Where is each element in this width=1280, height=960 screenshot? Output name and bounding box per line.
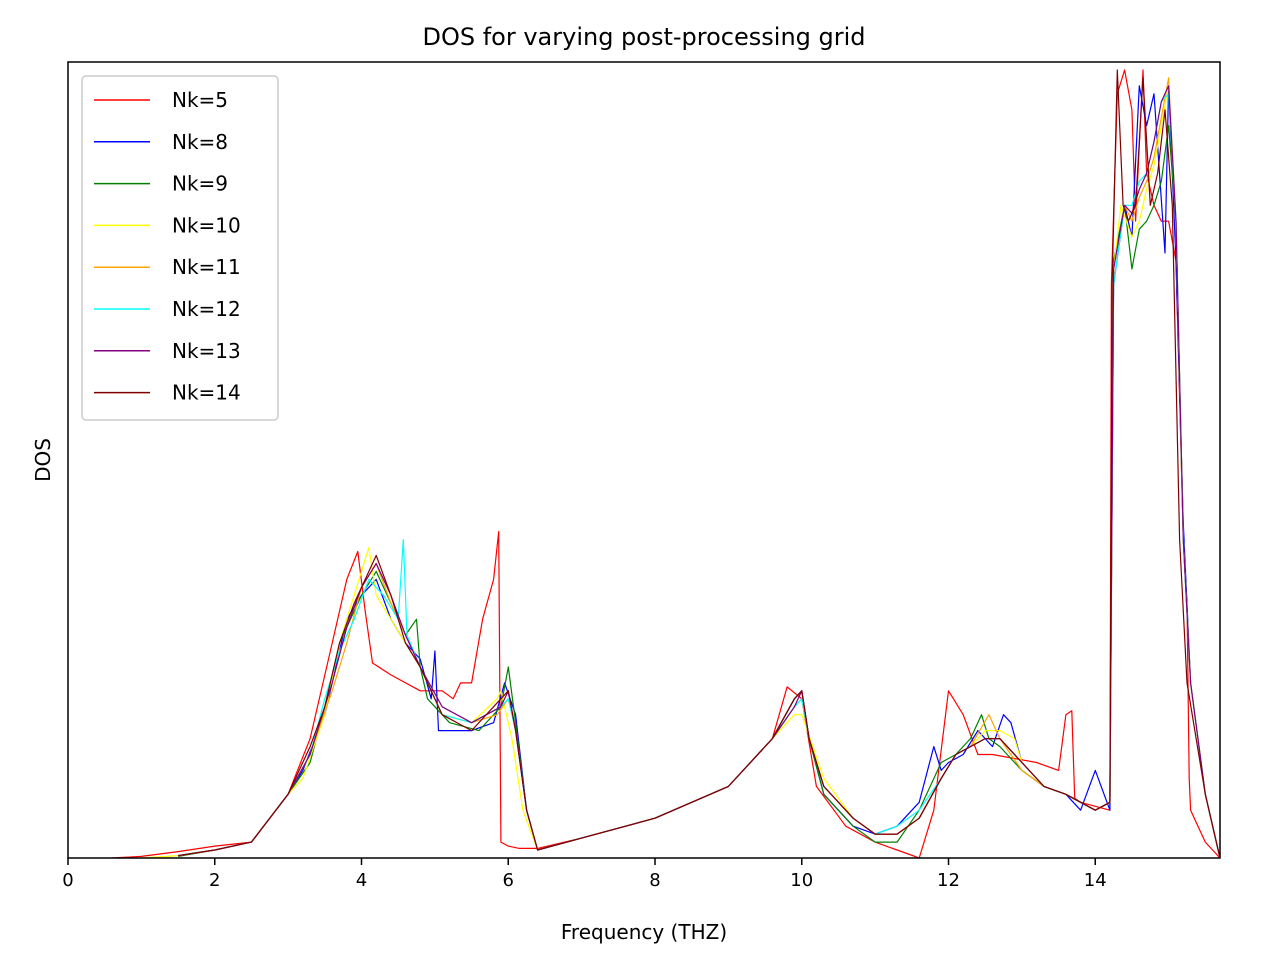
legend-label: Nk=12: [172, 297, 241, 321]
legend-label: Nk=9: [172, 172, 228, 196]
x-tick-label: 12: [937, 870, 960, 891]
series-line-nk-10: [141, 85, 1220, 858]
x-tick-label: 6: [503, 870, 514, 891]
x-axis-ticks: 0 2 4 6 8 10 12 14: [62, 858, 1107, 891]
legend: Nk=5 Nk=8 Nk=9 Nk=10 Nk=11 Nk=12 Nk=13 Nk=14: [81, 75, 279, 421]
series-layer: [111, 69, 1220, 858]
legend-label: Nk=5: [172, 88, 228, 112]
legend-items: Nk=5 Nk=8 Nk=9 Nk=10 Nk=11 Nk=12 Nk=13 Nk=14: [94, 88, 241, 405]
x-tick-label: 8: [649, 870, 660, 891]
x-tick-label: 4: [356, 870, 367, 891]
x-tick-label: 0: [62, 870, 73, 891]
x-tick-label: 14: [1084, 870, 1107, 891]
x-axis-label: Frequency (THZ): [561, 920, 727, 944]
y-axis-label: DOS: [31, 438, 55, 482]
legend-label: Nk=11: [172, 255, 241, 279]
x-tick-label: 10: [790, 870, 813, 891]
x-tick-label: 2: [209, 870, 220, 891]
legend-label: Nk=8: [172, 130, 228, 154]
legend-label: Nk=13: [172, 339, 241, 363]
legend-label: Nk=14: [172, 381, 241, 405]
legend-label: Nk=10: [172, 213, 241, 237]
plot-frame: [67, 61, 1221, 859]
legend-box: [81, 75, 279, 421]
chart-title: DOS for varying post-processing grid: [422, 23, 865, 51]
series-line-nk-14: [178, 69, 1220, 858]
